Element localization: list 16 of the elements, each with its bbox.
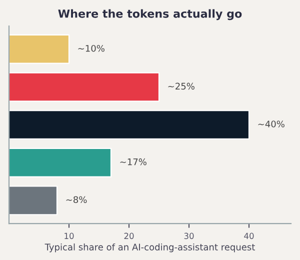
x-tick-label: 10 <box>64 232 74 240</box>
data-label: ~17% <box>120 158 146 166</box>
x-axis-title: Typical share of an AI-coding-assistant request <box>44 243 255 252</box>
data-label: ~8% <box>66 196 87 204</box>
data-label: ~10% <box>78 44 104 52</box>
data-label: ~25% <box>168 82 194 90</box>
chart-title: Where the tokens actually go <box>58 9 242 20</box>
bar <box>9 186 58 216</box>
bar <box>9 148 112 178</box>
data-label: ~40% <box>258 120 284 128</box>
x-tick-label: 40 <box>244 232 254 240</box>
bar <box>9 110 250 140</box>
bar <box>9 34 70 64</box>
bar <box>9 72 160 102</box>
x-tick-label: 20 <box>124 232 134 240</box>
x-tick-label: 30 <box>184 232 194 240</box>
